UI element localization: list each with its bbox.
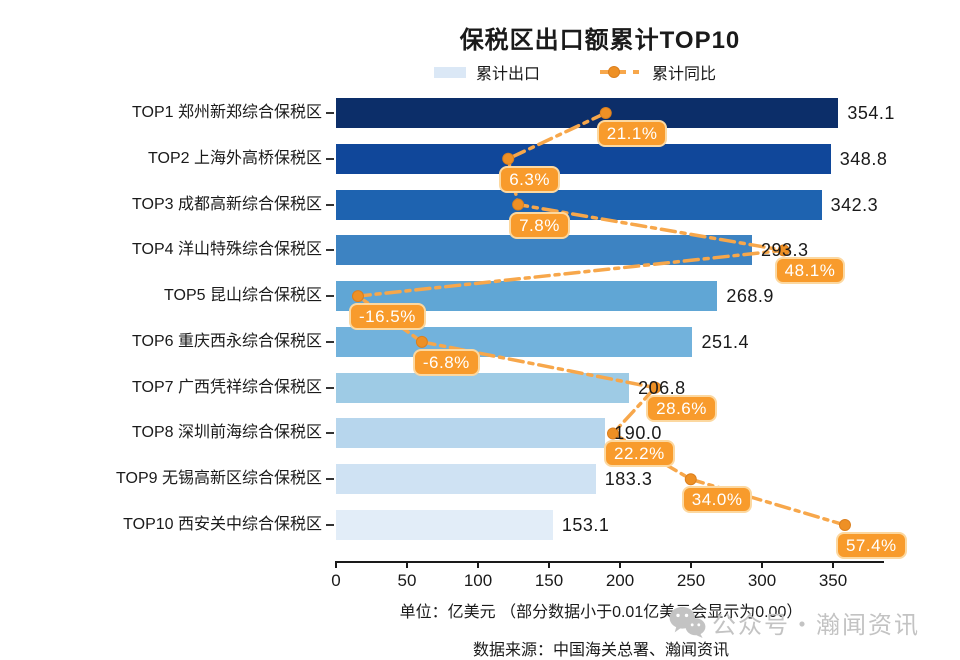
source-note: 数据来源：中国海关总署、瀚闻资讯: [472, 642, 729, 659]
category-tick: [326, 340, 334, 343]
legend-item-yoy: 累计同比: [598, 60, 716, 84]
x-axis-line: [335, 561, 884, 563]
x-axis-tick-label: 150: [534, 571, 564, 590]
category-tick: [326, 478, 334, 481]
x-axis-tick-label: 350: [818, 571, 848, 590]
bar: [335, 143, 831, 174]
category-tick: [326, 157, 334, 160]
category-label: TOP3 成都高新综合保税区: [132, 195, 322, 213]
bar: [335, 326, 693, 357]
x-axis-tick: [690, 563, 692, 568]
unit-note: 单位：亿美元 （部分数据小于0.01亿美元会显示为0.00）: [399, 604, 803, 621]
bar: [335, 281, 718, 312]
watermark: 公众号・瀚闻资讯: [668, 602, 920, 642]
category-label: TOP5 昆山综合保税区: [164, 287, 322, 305]
category-label: TOP1 郑州新郑综合保税区: [132, 104, 322, 121]
x-axis-tick: [477, 563, 479, 568]
bar: [335, 372, 630, 403]
bar: [335, 98, 839, 128]
chart-title: 保税区出口额累计TOP10: [459, 27, 741, 54]
x-axis-tick: [619, 563, 621, 568]
x-axis-tick: [335, 563, 337, 568]
category-label: TOP8 深圳前海综合保税区: [132, 424, 322, 442]
bar: [335, 510, 553, 541]
x-axis-tick: [832, 563, 834, 568]
line-series-marker-icon: [600, 66, 639, 78]
category-tick: [326, 249, 334, 252]
legend: 累计出口 累计同比: [300, 60, 850, 84]
bar: [335, 464, 596, 495]
x-axis-tick: [761, 563, 763, 568]
x-axis-tick-label: 250: [676, 571, 706, 590]
category-label: TOP6 重庆西永综合保税区: [132, 332, 322, 350]
x-axis-tick-label: 300: [747, 571, 777, 590]
legend-label-export: 累计出口: [475, 66, 540, 83]
x-axis-tick-label: 50: [397, 571, 417, 590]
category-tick: [326, 386, 334, 389]
category-label: TOP2 上海外高桥保税区: [148, 149, 322, 167]
x-axis-tick-label: 100: [463, 571, 493, 590]
bar: [335, 418, 606, 449]
category-label: TOP10 西安关中综合保税区: [123, 516, 322, 534]
category-tick: [326, 203, 334, 206]
x-axis-tick-label: 0: [331, 571, 341, 590]
bar: [335, 235, 752, 266]
category-tick: [326, 295, 334, 298]
x-axis-tick: [406, 563, 408, 568]
x-axis-tick-label: 200: [605, 571, 635, 590]
category-tick: [326, 112, 334, 114]
bar: [335, 189, 822, 220]
legend-label-yoy: 累计同比: [652, 66, 717, 83]
category-label: TOP9 无锡高新区综合保税区: [116, 470, 322, 488]
x-axis-tick: [548, 563, 550, 568]
legend-item-export: 累计出口: [433, 60, 540, 84]
category-label: TOP7 广西凭祥综合保税区: [132, 378, 322, 396]
bar-series-swatch: [433, 66, 466, 78]
category-tick: [326, 432, 334, 435]
category-tick: [326, 524, 334, 527]
wechat-icon: [669, 606, 706, 639]
watermark-text: 公众号・瀚闻资讯: [712, 611, 920, 639]
category-label: TOP4 洋山特殊综合保税区: [132, 241, 322, 259]
